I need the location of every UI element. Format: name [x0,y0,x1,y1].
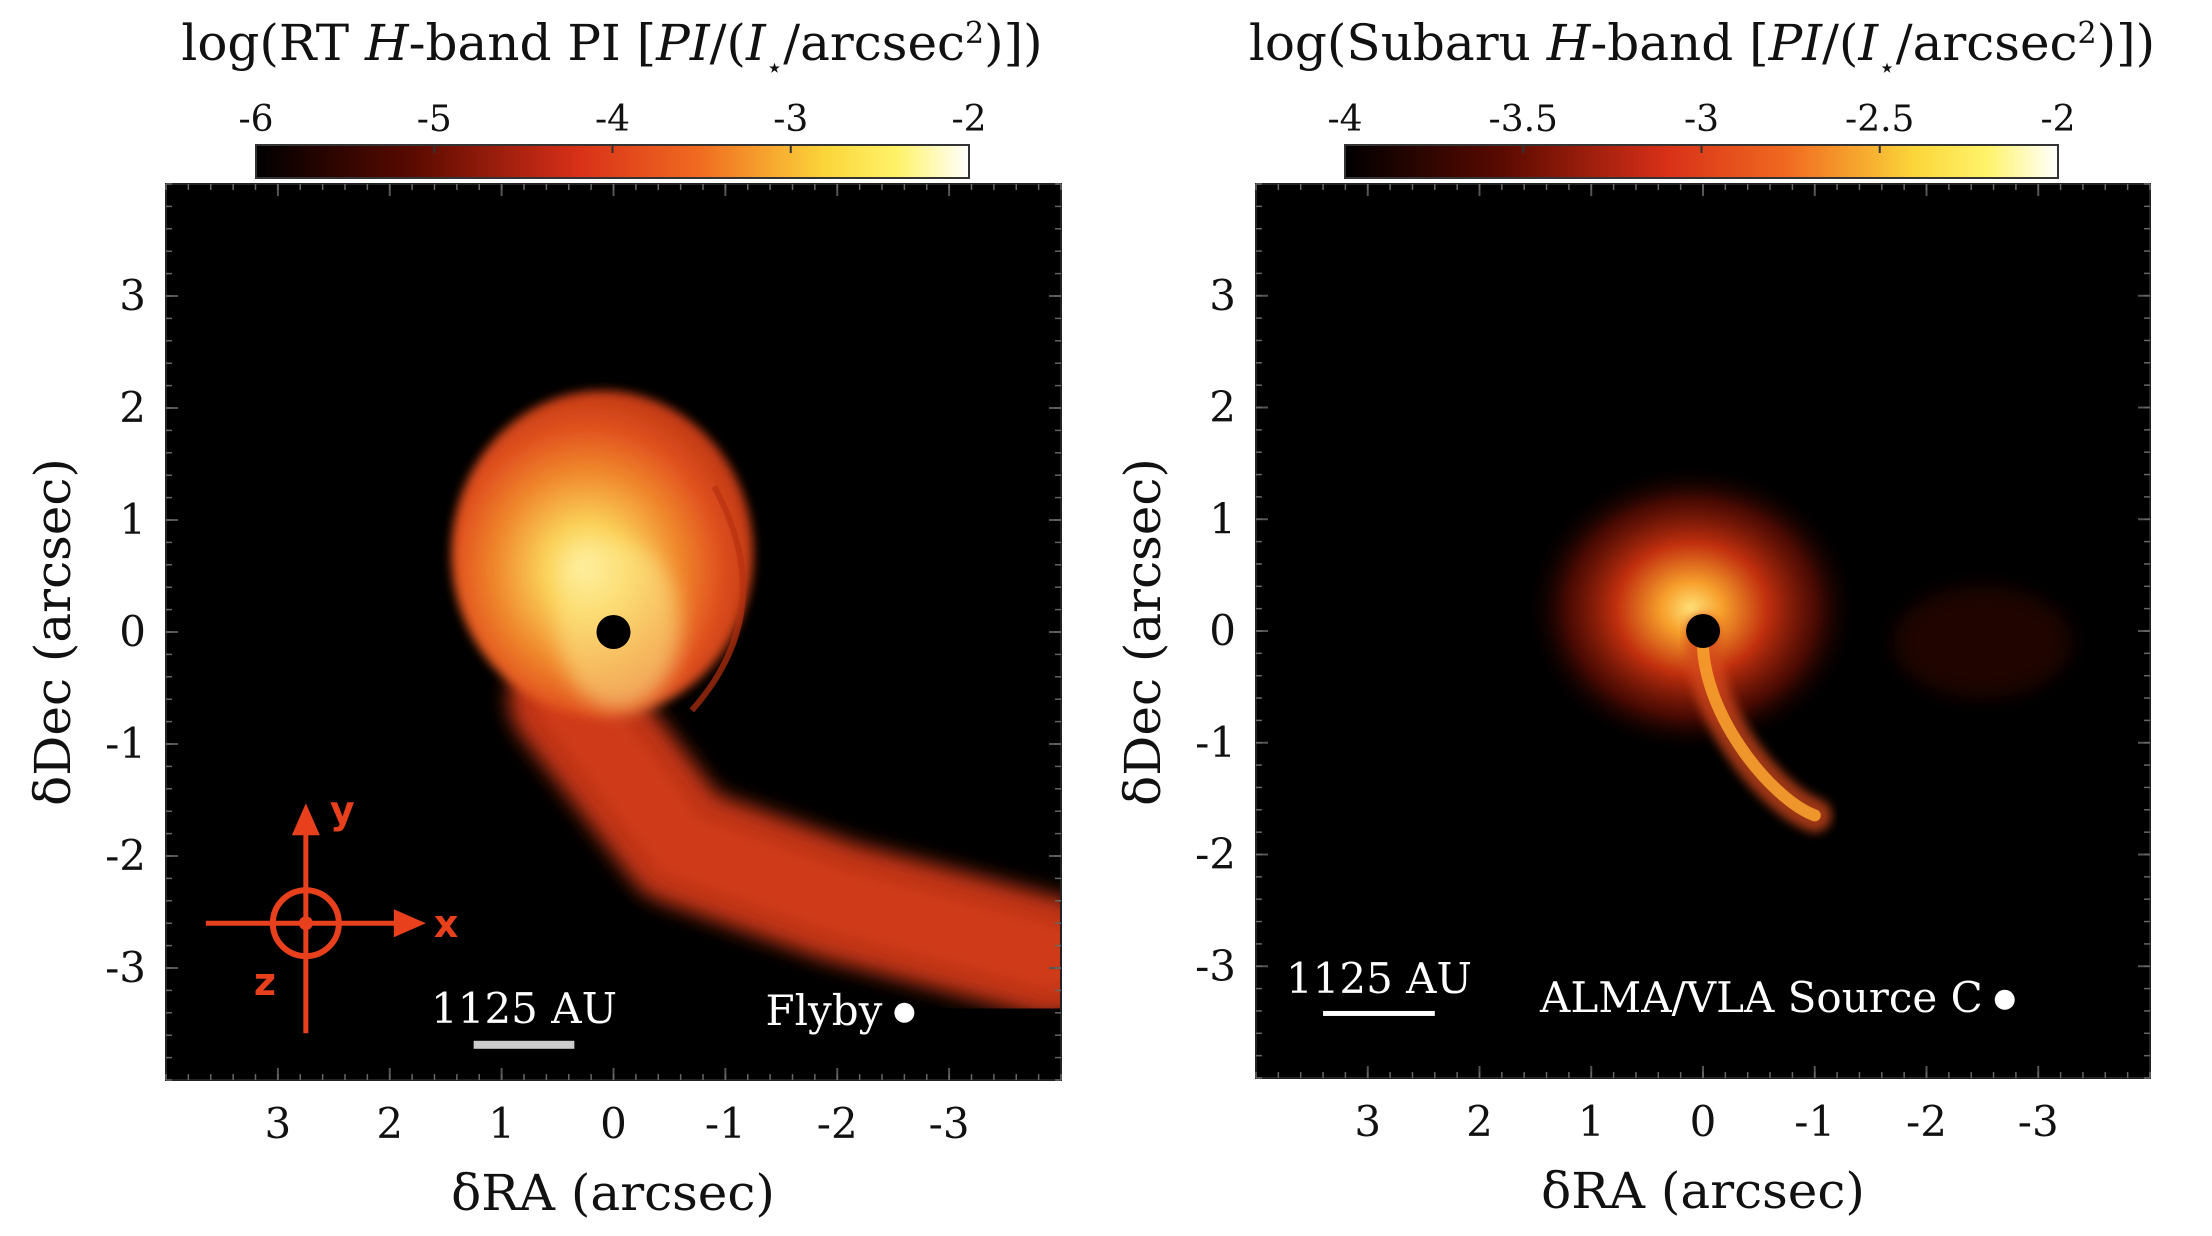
right-plot-area: 1125 AU ALMA/VLA Source C [1256,184,2150,1078]
right-star-marker [1686,614,1720,648]
y-tick-label: -3 [1195,941,1236,990]
left-scalebar [473,1040,575,1049]
left-source-marker [894,1002,915,1023]
colorbar-tick-label: -3.5 [1489,99,1558,140]
disk-spiral-arm [689,484,746,713]
right-y-tick-labels: 3 2 1 0 -1 -2 -3 [1195,271,1236,991]
right-x-axis-label: δRA (arcsec) [1541,1162,1865,1220]
compass-z-label: z [254,960,276,1004]
left-y-axis-label: δDec (arcsec) [24,458,82,806]
x-tick-label: 0 [1690,1097,1717,1146]
left-colorbar-title: log(RT H-band PI [PI/(I⋆/arcsec2)]) [181,14,1042,84]
right-panel: log(Subaru H-band [PI/(I⋆/arcsec2)]) -4-… [1114,14,2155,1220]
colorbar-tick-label: -2 [2040,99,2075,140]
orientation-compass: y x z [205,788,459,1034]
left-x-axis-label: δRA (arcsec) [451,1164,775,1222]
colorbar-tick-label: -6 [238,99,273,140]
streamer-core [1696,625,1821,822]
left-frame-ticks [165,183,1062,1081]
y-tick-label: 2 [1209,383,1236,432]
x-tick-label: 1 [488,1099,515,1148]
x-tick-label: -2 [817,1099,858,1148]
y-tick-label: 2 [119,383,146,432]
x-tick-label: -2 [1906,1097,1947,1146]
x-tick-label: -1 [1794,1097,1835,1146]
left-x-tick-labels: 3 2 1 0 -1 -2 -3 [265,1099,970,1148]
y-tick-label: -1 [1195,718,1236,767]
x-tick-label: 3 [265,1099,292,1148]
colorbar-tick-label: -2.5 [1845,99,1914,140]
y-tick-label: 3 [119,271,146,320]
left-source-label: Flyby [765,986,882,1035]
right-x-tick-labels: 3 2 1 0 -1 -2 -3 [1354,1097,2058,1146]
compass-y-arrow-icon [291,803,320,836]
left-plot-area: y x z 1125 AU Flyby [166,184,1061,1080]
y-tick-label: -1 [105,719,146,768]
y-tick-label: 0 [1209,606,1236,655]
compass-x-label: x [434,902,459,946]
colorbar-tick-label: -4 [1327,99,1362,140]
colorbar-tick-label: -3 [773,99,808,140]
x-tick-label: 2 [1466,1097,1493,1146]
x-tick-label: 1 [1578,1097,1605,1146]
left-scalebar-label: 1125 AU [431,984,617,1033]
x-tick-label: -3 [2018,1097,2059,1146]
right-halo [1524,463,2072,754]
left-tail [508,639,1061,1017]
halo-faint-extension [1892,586,2072,699]
right-source-marker [1994,989,2015,1010]
compass-z-dot-icon [298,916,313,931]
y-tick-label: 1 [1209,494,1236,543]
y-tick-label: 1 [119,495,146,544]
x-tick-label: 0 [600,1099,627,1148]
x-tick-label: 3 [1354,1097,1381,1146]
colorbar-tick-label: -3 [1684,99,1719,140]
right-colorbar-title: log(Subaru H-band [PI/(I⋆/arcsec2)]) [1249,14,2155,84]
compass-x-arrow-icon [393,909,426,938]
tail-core [538,669,1061,987]
compass-y-label: y [330,788,355,832]
x-tick-label: -3 [929,1099,970,1148]
right-colorbar-ticks: -4 -3.5 -3 -2.5 -2 [1327,99,2076,153]
right-scalebar-label: 1125 AU [1286,954,1472,1003]
y-tick-label: 0 [119,607,146,656]
colorbar-tick-label: -5 [417,99,452,140]
y-tick-label: -2 [105,831,146,880]
y-tick-label: -2 [1195,830,1236,879]
right-y-axis-label: δDec (arcsec) [1114,458,1172,806]
left-disk [451,390,754,717]
x-tick-label: 2 [376,1099,403,1148]
left-star-marker [596,615,631,649]
right-streamer [1685,614,1832,833]
compass-z-circle-icon [269,887,342,960]
right-scalebar [1323,1010,1435,1016]
right-source-label: ALMA/VLA Source C [1539,973,1983,1022]
colorbar-tick-label: -2 [951,99,986,140]
x-tick-label: -1 [705,1099,746,1148]
right-frame-ticks [1255,183,2151,1079]
y-tick-label: 3 [1209,271,1236,320]
halo-glow [1524,463,1859,754]
y-tick-label: -3 [105,943,146,992]
colorbar-tick-label: -4 [595,99,630,140]
left-panel: log(RT H-band PI [PI/(I⋆/arcsec2)]) -6 -5… [24,14,1062,1222]
left-colorbar-ticks: -6 -5 -4 -3 -2 [238,99,987,153]
left-y-tick-labels: 3 2 1 0 -1 -2 -3 [105,271,146,992]
